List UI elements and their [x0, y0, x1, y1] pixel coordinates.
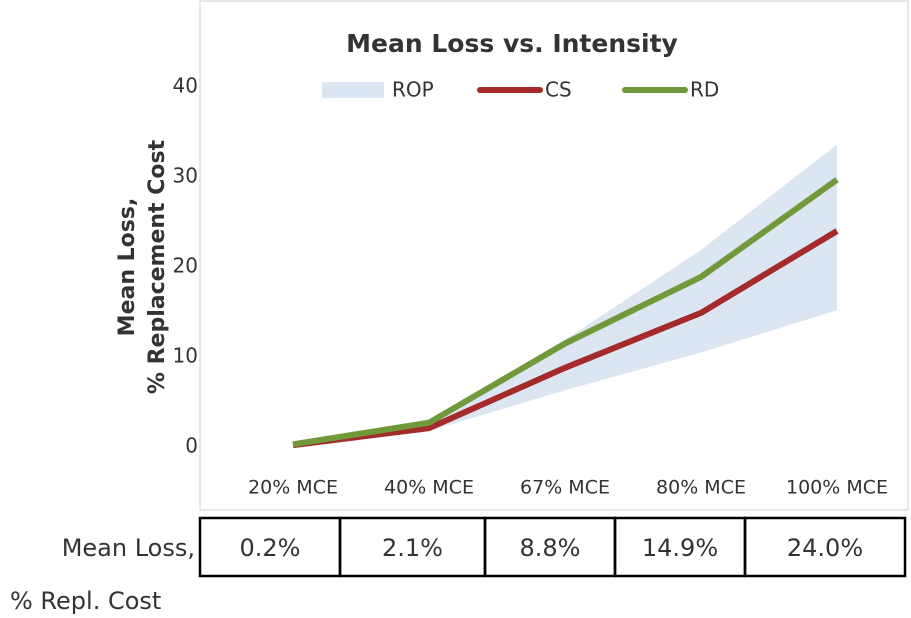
y-axis-label: % Replacement Cost — [145, 139, 170, 394]
table-cell — [743, 516, 907, 578]
table-value: 24.0% — [787, 534, 863, 562]
legend-swatch — [322, 82, 384, 98]
table-value: 8.8% — [520, 534, 581, 562]
y-axis-label: Mean Loss, — [115, 198, 140, 337]
legend-label: RD — [690, 78, 719, 102]
legend-label: CS — [545, 78, 572, 102]
line — [292, 177, 839, 448]
range-band — [293, 144, 837, 446]
x-tick-label: 20% MCE — [248, 477, 338, 499]
x-tick-label: 67% MCE — [520, 477, 610, 499]
y-tick-label: 20 — [173, 254, 198, 278]
table-value: 0.2% — [240, 534, 301, 562]
table-label: Mean Loss, — [62, 534, 195, 562]
table-value: 2.1% — [382, 534, 443, 562]
y-tick-label: 30 — [173, 164, 198, 188]
line — [292, 228, 839, 449]
chart-title: Mean Loss vs. Intensity — [346, 29, 678, 58]
x-tick-label: 100% MCE — [786, 477, 888, 499]
y-tick-label: 40 — [173, 74, 198, 98]
x-tick-label: 40% MCE — [384, 477, 474, 499]
table-value: 14.9% — [642, 534, 718, 562]
legend-label: ROP — [392, 78, 434, 102]
chart-frame — [199, 0, 909, 511]
table-label: % Repl. Cost — [10, 587, 161, 615]
y-tick-label: 10 — [173, 344, 198, 368]
x-tick-label: 80% MCE — [656, 477, 746, 499]
y-tick-label: 0 — [185, 434, 198, 458]
